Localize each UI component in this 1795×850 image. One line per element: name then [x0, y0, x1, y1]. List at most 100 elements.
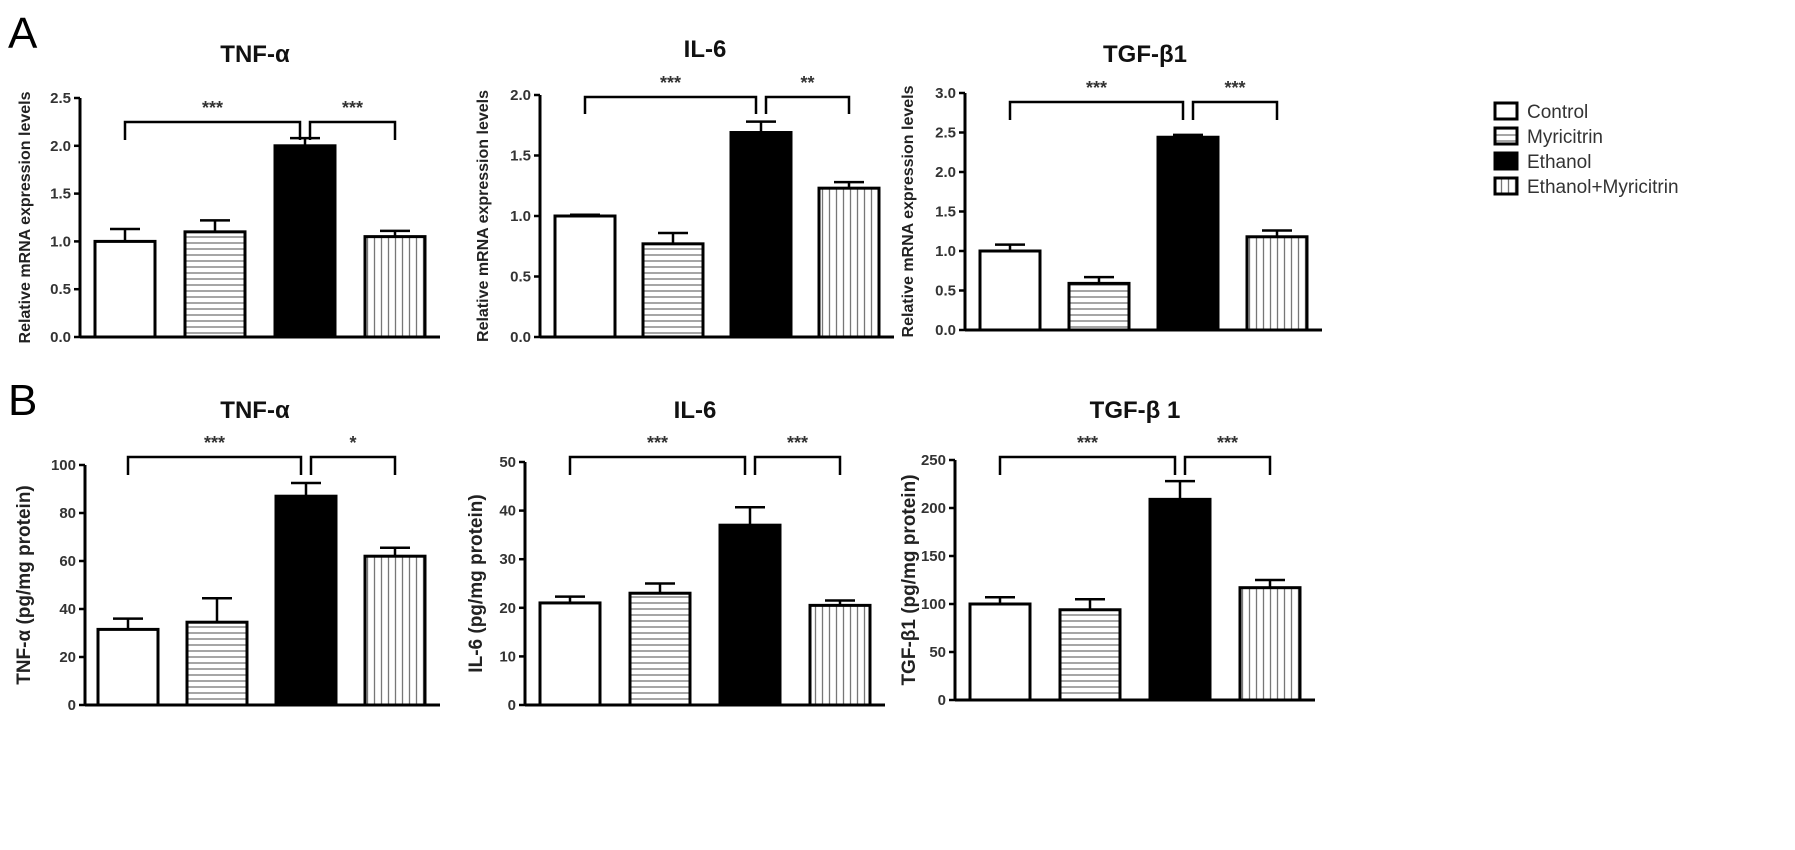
significance-label: * — [349, 433, 356, 453]
legend-swatch — [1493, 151, 1519, 171]
significance-bracket — [753, 455, 842, 475]
y-tick-label: 20 — [59, 649, 76, 666]
legend-label: Ethanol — [1527, 152, 1591, 173]
bar-control — [93, 239, 157, 339]
bar-myricitrin — [185, 620, 249, 707]
bar-myricitrin — [628, 591, 692, 707]
y-tick-label: 0.5 — [50, 281, 71, 298]
y-axis-label: Relative mRNA expression levels — [17, 91, 34, 343]
bar-control — [553, 214, 617, 339]
bar-ethanol-myricitrin — [1245, 235, 1309, 332]
panel-letter: A — [8, 9, 38, 58]
y-tick-label: 0 — [68, 697, 76, 714]
y-tick-label: 100 — [921, 596, 946, 613]
y-tick-label: 0.0 — [935, 322, 956, 339]
y-tick-label: 10 — [499, 648, 516, 665]
significance-bracket — [1183, 455, 1272, 475]
y-tick-label: 2.0 — [50, 138, 71, 155]
bar-ethanol-myricitrin — [363, 235, 427, 339]
y-tick-label: 2.5 — [50, 90, 71, 107]
y-tick-label: 0.5 — [510, 269, 531, 286]
y-tick-label: 1.0 — [935, 243, 956, 260]
bar-ethanol-myricitrin — [1238, 586, 1302, 702]
y-tick-label: 40 — [499, 503, 516, 520]
y-tick-label: 0.0 — [50, 329, 71, 346]
significance-label: *** — [787, 433, 808, 453]
y-tick-label: 1.5 — [510, 148, 531, 165]
y-tick-label: 0.5 — [935, 283, 956, 300]
legend-label: Control — [1527, 102, 1588, 123]
y-tick-label: 200 — [921, 500, 946, 517]
bar-control — [538, 601, 602, 707]
y-tick-label: 1.5 — [935, 204, 956, 221]
significance-bracket — [123, 120, 302, 140]
significance-bracket — [1191, 100, 1279, 120]
y-axis-label: TGF-β1 (pg/mg protein) — [899, 474, 920, 685]
legend: Control Myricitrin Ethanol Ethanol+Myricitr… — [1493, 101, 1679, 198]
bar-ethanol — [274, 494, 338, 707]
significance-label: *** — [1224, 78, 1245, 98]
significance-bracket — [998, 455, 1177, 475]
bar-myricitrin — [183, 230, 247, 339]
bar-ethanol — [729, 131, 793, 339]
chart-title: TGF-β1 — [1103, 41, 1187, 68]
y-tick-label: 0 — [508, 697, 516, 714]
significance-bracket — [308, 120, 397, 140]
chart-title: TGF-β 1 — [1090, 397, 1181, 424]
significance-label: *** — [660, 73, 681, 93]
significance-label: *** — [202, 98, 223, 118]
chart-title: IL-6 — [674, 397, 717, 424]
significance-bracket — [1008, 100, 1185, 120]
significance-label: *** — [204, 433, 225, 453]
y-tick-label: 150 — [921, 548, 946, 565]
bar-ethanol — [1156, 135, 1220, 332]
bar-ethanol-myricitrin — [808, 603, 872, 707]
bar-ethanol — [1148, 497, 1212, 702]
y-tick-label: 0 — [938, 692, 946, 709]
significance-label: *** — [647, 433, 668, 453]
significance-label: ** — [800, 73, 814, 93]
significance-bracket — [764, 95, 851, 114]
legend-label: Ethanol+Myricitrin — [1527, 177, 1679, 198]
significance-bracket — [309, 455, 397, 475]
significance-bracket — [568, 455, 747, 475]
y-tick-label: 50 — [499, 454, 516, 471]
y-tick-label: 80 — [59, 505, 76, 522]
significance-label: *** — [1077, 433, 1098, 453]
chart-title: IL-6 — [684, 36, 727, 63]
bar-control — [96, 627, 160, 707]
bar-ethanol-myricitrin — [817, 186, 881, 339]
y-tick-label: 2.0 — [935, 164, 956, 181]
bar-control — [968, 602, 1032, 702]
chart-panel-5: IL-6 IL-6 (pg/mg protein) 0 10 20 30 40 50 *** **… — [466, 397, 885, 714]
y-tick-label: 60 — [59, 553, 76, 570]
significance-bracket — [126, 455, 303, 475]
bar-ethanol — [273, 144, 337, 339]
y-tick-label: 100 — [51, 457, 76, 474]
significance-label: *** — [342, 98, 363, 118]
panel-letter: B — [8, 376, 37, 425]
y-axis-label: IL-6 (pg/mg protein) — [466, 494, 487, 672]
bar-myricitrin — [641, 242, 705, 339]
chart-panel-3: TGF-β1 Relative mRNA expression levels 0.0… — [900, 41, 1322, 339]
bar-ethanol-myricitrin — [363, 554, 427, 707]
bar-myricitrin — [1067, 281, 1131, 332]
y-tick-label: 50 — [929, 644, 946, 661]
significance-label: *** — [1217, 433, 1238, 453]
significance-bracket — [583, 95, 758, 114]
chart-title: TNF-α — [220, 397, 290, 424]
y-tick-label: 2.0 — [510, 87, 531, 104]
y-tick-label: 1.0 — [50, 233, 71, 250]
legend-swatch — [1493, 176, 1519, 196]
significance-label: *** — [1086, 78, 1107, 98]
chart-panel-1: A TNF-α Relative mRNA expression levels 0.0… — [8, 9, 440, 346]
y-axis-label: Relative mRNA expression levels — [900, 85, 917, 337]
chart-panel-2: IL-6 Relative mRNA expression levels 0.0 0.… — [475, 36, 894, 346]
y-axis-label: Relative mRNA expression levels — [475, 90, 492, 342]
chart-panel-6: TGF-β 1 TGF-β1 (pg/mg protein) 0 50 100 150 20… — [899, 397, 1315, 709]
y-tick-label: 250 — [921, 452, 946, 469]
legend-label: Myricitrin — [1527, 127, 1603, 148]
y-tick-label: 2.5 — [935, 125, 956, 142]
y-tick-label: 20 — [499, 600, 516, 617]
